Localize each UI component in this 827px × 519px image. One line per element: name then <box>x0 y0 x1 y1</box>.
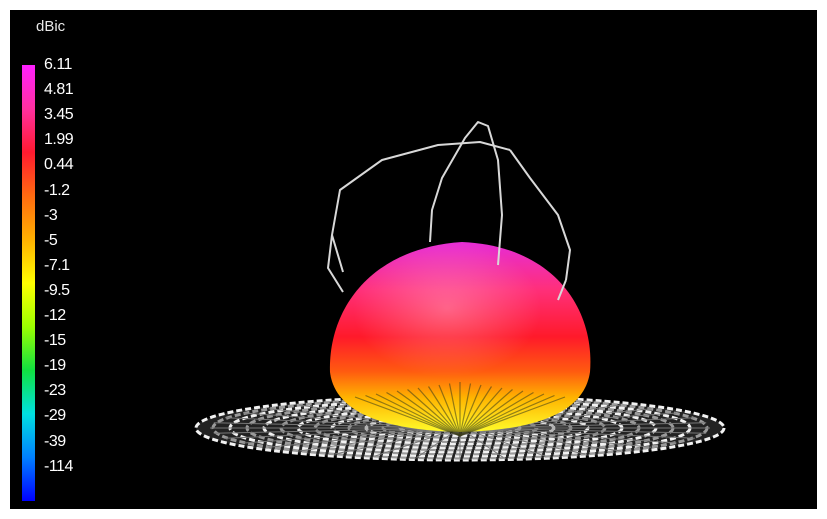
ground-spoke <box>459 427 546 457</box>
colorbar-tick-label: -3 <box>44 206 58 224</box>
colorbar-tick-label: -1.2 <box>44 181 70 199</box>
colorbar-tick-label: 0.44 <box>44 156 74 174</box>
colorbar-tick-label: -114 <box>44 457 73 475</box>
ground-spoke <box>459 427 621 452</box>
lobe-mesh-line <box>459 391 534 437</box>
lobe-mesh-line <box>417 387 461 437</box>
ground-spoke <box>374 427 461 457</box>
lobe-mesh-line <box>459 383 472 437</box>
lobe-mesh-line <box>459 393 545 437</box>
ground-spoke <box>459 427 586 455</box>
lobe-mesh-line <box>459 386 493 437</box>
lobe-mesh-line <box>459 390 524 437</box>
radiation-pattern-3d <box>194 121 726 462</box>
lobe-mesh-line <box>459 389 513 437</box>
colorbar-tick-label: -39 <box>44 432 66 450</box>
colorbar-tick-label: 3.45 <box>44 106 74 124</box>
lobe-mesh-line <box>407 389 461 437</box>
lobe-mesh-line <box>459 384 482 437</box>
lobe-mesh-line <box>427 386 461 437</box>
colorbar-tick-label: -23 <box>44 382 66 400</box>
lobe-mesh-line <box>386 391 461 437</box>
pattern-viewport[interactable]: dBic 6.11 4.81 3.45 1.99 0.44 -1.2 -3 -5 -7.1 -9.… <box>10 10 817 509</box>
colorbar-tick-label: -19 <box>44 357 66 375</box>
lobe-mesh-line <box>459 387 503 437</box>
ground-spoke <box>334 427 461 455</box>
ground-spoke <box>268 427 461 448</box>
ground-spoke <box>459 427 695 439</box>
ground-spoke <box>459 427 677 444</box>
ground-spoke <box>459 427 652 448</box>
ground-spoke <box>243 427 461 444</box>
colorbar-tick-label: 6.11 <box>44 56 72 73</box>
antenna-wire <box>327 121 571 301</box>
colorbar-tick-label: 1.99 <box>44 131 74 149</box>
colorbar-tick-label: -9.5 <box>44 281 70 299</box>
ground-spoke <box>299 427 461 452</box>
colorbar-tick-label: -29 <box>44 407 66 425</box>
colorbar-tick-label: -15 <box>44 332 66 350</box>
colorbar-tick-label: 4.81 <box>44 81 74 99</box>
lobe-mesh-line <box>459 394 555 437</box>
lobe-mesh-line <box>375 393 461 437</box>
lobe-mesh-line <box>396 390 461 437</box>
lobe-mesh-line <box>459 396 566 437</box>
ground-ring <box>194 394 726 462</box>
lobe-mesh-line <box>365 394 461 437</box>
colorbar-unit-label: dBic <box>36 18 66 35</box>
lobe-mesh-line <box>354 396 461 437</box>
colorbar-tick-label: -5 <box>44 231 58 249</box>
colorbar-tick-label: -12 <box>44 307 66 324</box>
colorbar-gradient <box>22 65 35 501</box>
lobe-mesh-line <box>438 384 461 437</box>
lobe-mesh-lines <box>354 382 566 437</box>
radiation-lobe-highlight <box>329 242 591 432</box>
colorbar-tick-label: -7.1 <box>44 256 70 274</box>
ground-spoke <box>225 427 461 439</box>
lobe-mesh-line <box>448 383 461 437</box>
